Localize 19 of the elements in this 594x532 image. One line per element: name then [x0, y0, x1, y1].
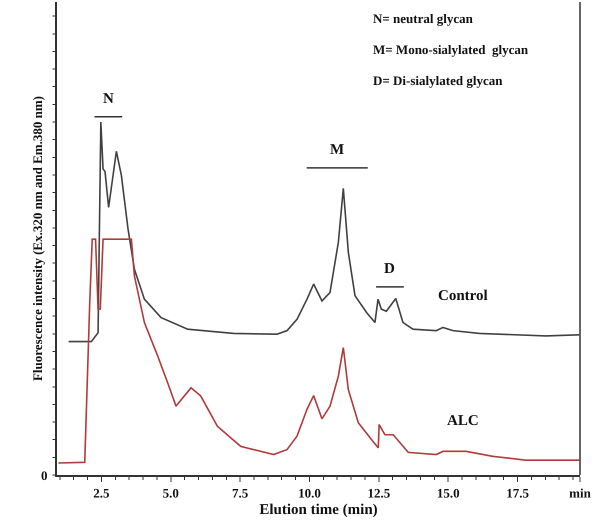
annotation: D	[384, 261, 395, 277]
text: M= Mono-sialylated glycan	[373, 42, 529, 57]
series-label: ALC	[447, 413, 479, 429]
text: N= neutral glycan	[373, 11, 474, 26]
legend-label: Control	[438, 288, 488, 304]
x-tick-label: 12.5	[367, 485, 391, 500]
x-tick-label: 17.5	[506, 485, 530, 500]
x-tick-label: 15.0	[436, 485, 460, 500]
y-axis-title: Fluorescence intensity (Ex.320 nm and Em.380 nm)	[30, 96, 46, 382]
text: D= Di-sialylated glycan	[373, 73, 504, 88]
text: N	[103, 91, 114, 107]
x-tick-label: 2.5	[93, 485, 110, 500]
x-tick-label: min	[569, 485, 592, 500]
text: 0	[41, 468, 48, 483]
x-tick-label: 7.5	[232, 485, 249, 500]
x-axis-title: Elution time (min)	[259, 502, 378, 518]
x-tick-label: 10.0	[298, 485, 321, 500]
x-tick-label: 5.0	[162, 485, 179, 500]
annotation: M	[330, 142, 344, 158]
